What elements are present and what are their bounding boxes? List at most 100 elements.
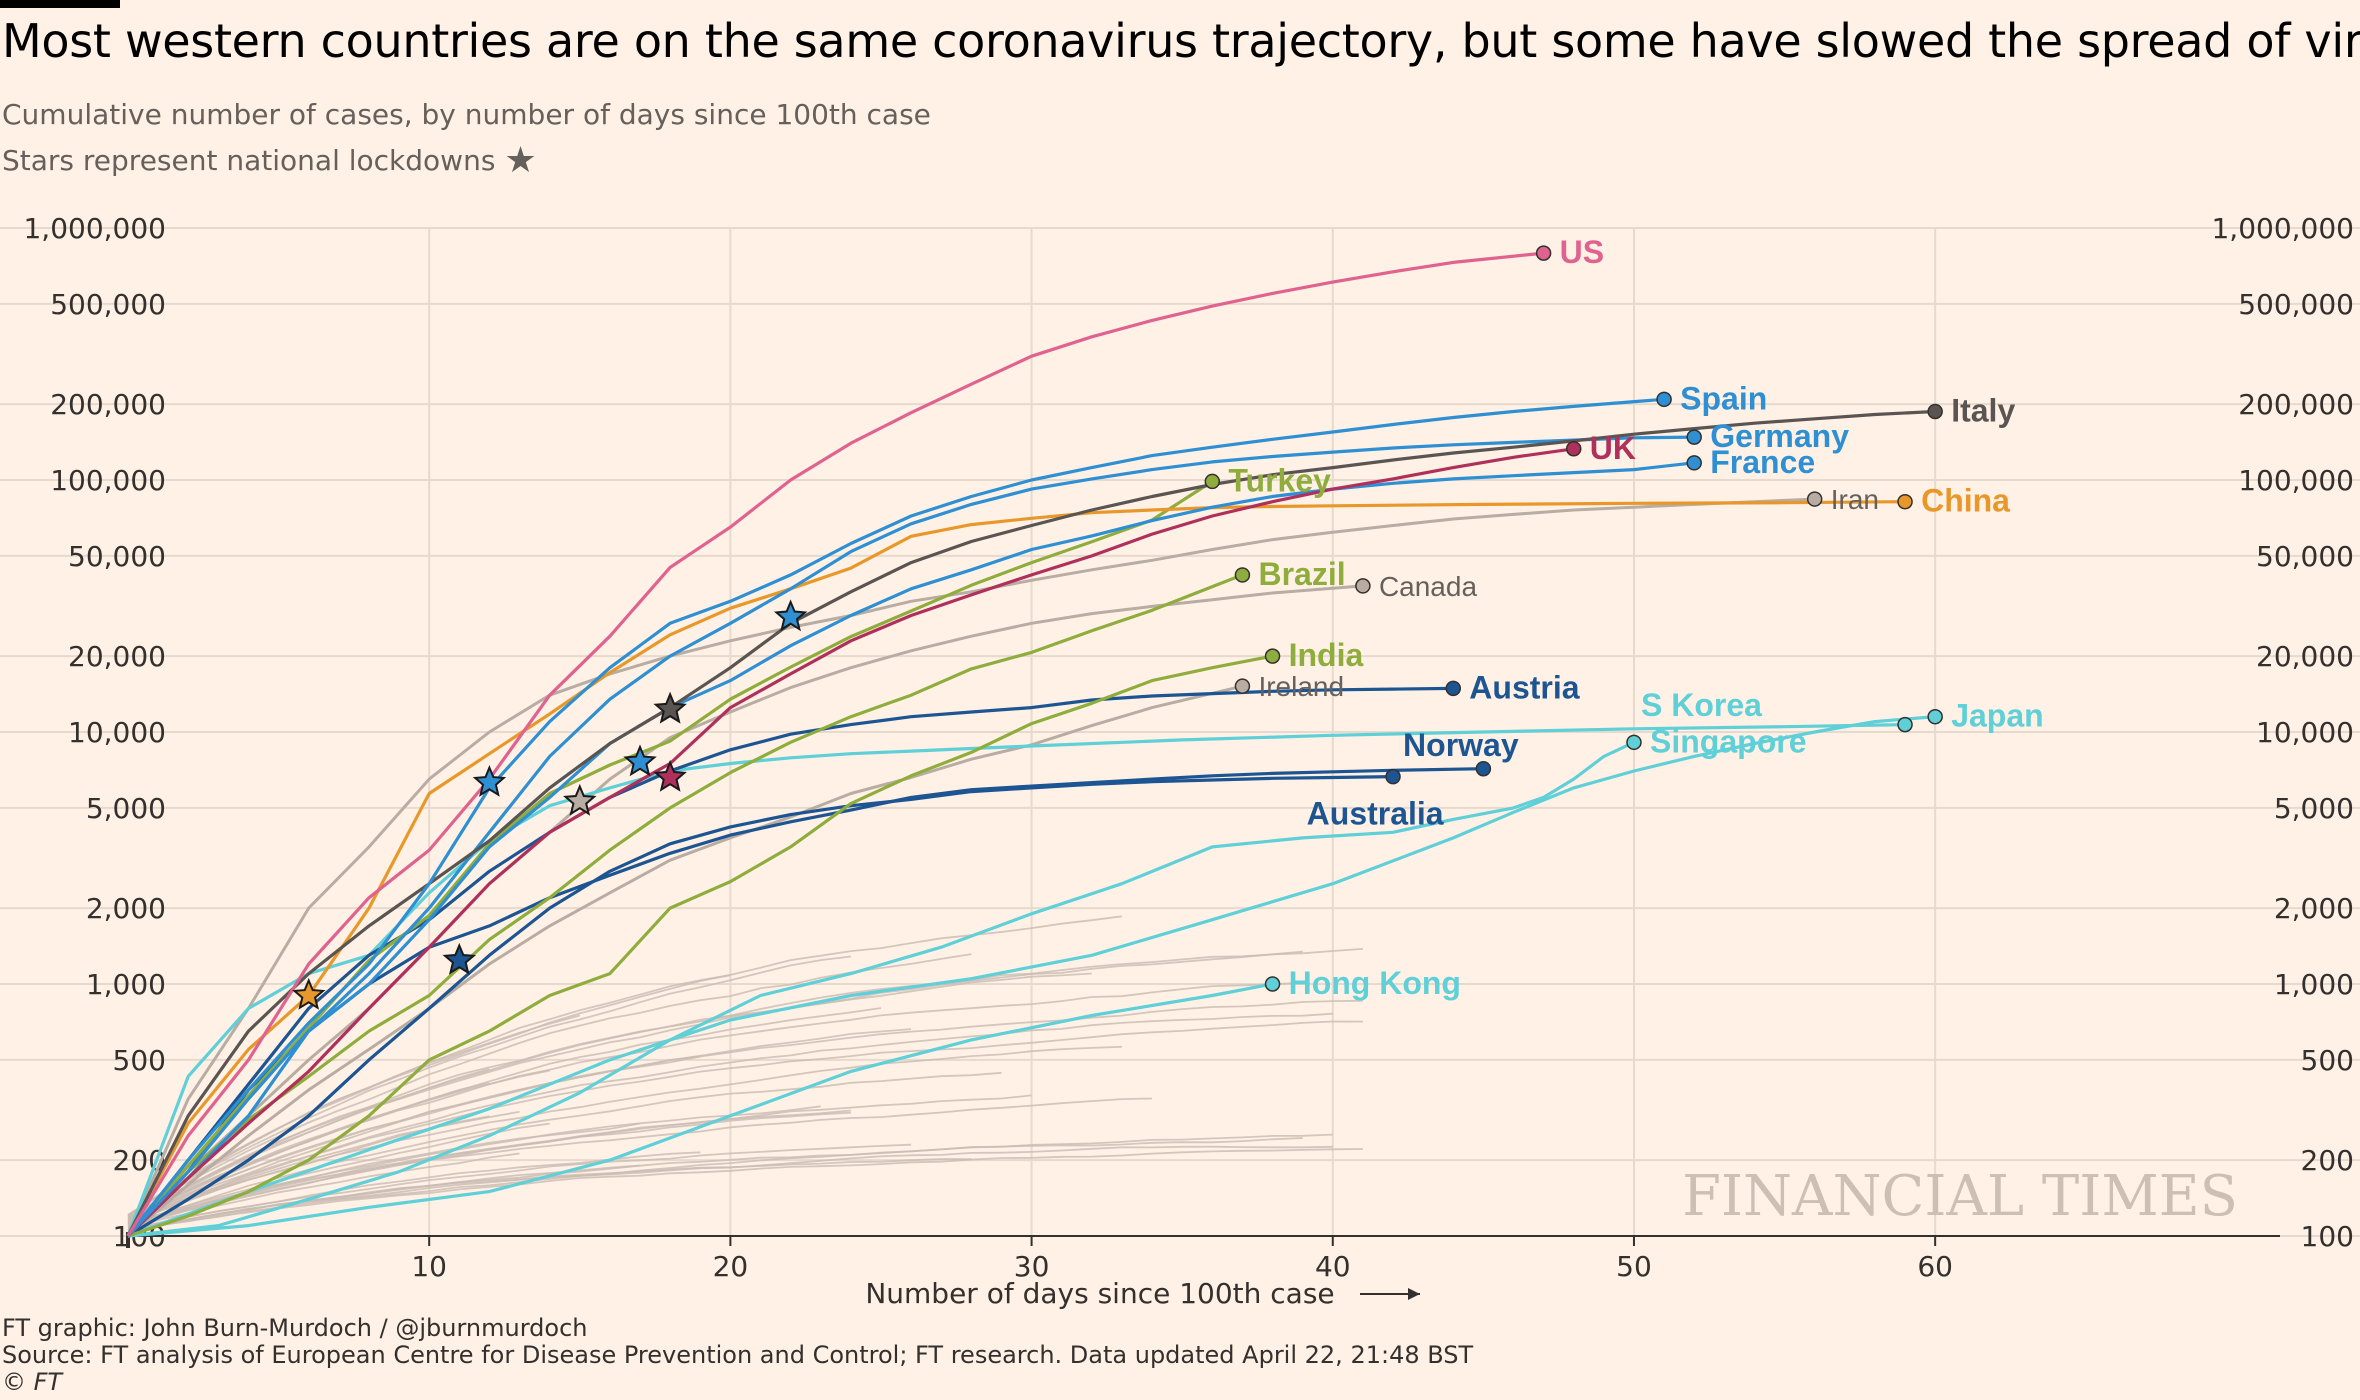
end-dot-ireland [1234,678,1251,694]
series-label-japan: Japan [1951,698,2043,734]
y-tick-label-right: 5,000 [2274,792,2354,825]
background-country-line [127,981,1303,1221]
background-country-line [127,950,1303,1220]
series-line-india [127,654,1273,1238]
watermark-financial-times: FINANCIAL TIMES [1682,1164,2238,1229]
series-label-us: US [1560,234,1604,270]
y-tick-label-right: 200 [2301,1144,2354,1177]
end-dot-turkey [1204,473,1221,490]
lockdown-star-spain [472,764,507,797]
background-country-line [127,1111,851,1229]
y-tick-label-right: 50,000 [2256,540,2354,573]
y-tick-label-left: 5,000 [86,792,166,825]
background-country-lines [127,915,1363,1232]
end-dot-uk [1565,441,1582,457]
y-tick-label-left: 200,000 [50,388,166,421]
background-country-line [127,1133,1333,1232]
chart-title: Most western countries are on the same c… [2,14,2360,68]
series-line-us [126,251,1544,1237]
y-tick-label-right: 200,000 [2238,388,2354,421]
background-country-line [127,999,1363,1223]
lockdown-star-france [773,599,808,632]
y-tick-label-left: 1,000 [86,968,166,1001]
lockdown-star-germany [623,744,657,777]
background-country-line [127,1122,550,1227]
series-line-japan [127,715,1936,1238]
x-axis: 10 20 30 40 50 60 [126,1232,2280,1283]
end-dot-france [1686,455,1702,471]
y-axis-right: 100 200 500 1,000 2,000 5,000 10,000 20,000 50,0… [2211,212,2354,1253]
star-icon: ★ [504,140,537,181]
x-tick-label: 20 [713,1250,749,1283]
end-dot-iran [1806,491,1823,507]
end-dot-us [1535,245,1552,261]
series-label-hong-kong: Hong Kong [1289,965,1461,1001]
series-label-china: China [1921,483,2010,519]
end-dot-germany [1686,429,1702,445]
lockdown-star-china [292,977,326,1010]
end-dot-australia [1385,768,1401,785]
y-axis-left: 1002005001,0002,0005,00010,00020,00050,0… [23,212,166,1253]
end-dot-norway [1475,760,1492,777]
series-label-spain: Spain [1680,380,1767,416]
series-label-france: France [1710,444,1815,480]
y-tick-label-left: 2,000 [86,892,166,925]
background-country-line [127,953,972,1219]
series-label-iran: Iran [1831,484,1879,515]
end-dot-hong-kong [1264,976,1281,992]
background-country-line [127,948,1363,1219]
y-tick-label-right: 100,000 [2238,464,2354,497]
x-tick-label: 40 [1315,1250,1351,1283]
series-label-norway: Norway [1403,727,1519,763]
series-label-india: India [1289,637,1364,673]
end-dot-spain [1656,391,1672,408]
x-axis-label: Number of days since 100th case [865,1277,1334,1310]
y-tick-label-left: 500 [113,1044,166,1077]
x-tick-label: 50 [1616,1250,1652,1283]
series-line-germany [126,435,1695,1238]
y-tick-label-left: 20,000 [68,640,166,673]
series-label-ireland: Ireland [1258,671,1344,702]
end-dot-brazil [1234,567,1251,583]
y-tick-label-left: 500,000 [50,288,166,321]
lockdown-note: Stars represent national lockdowns [2,144,496,177]
background-country-line [127,955,852,1217]
series-label-turkey: Turkey [1228,462,1331,498]
footer-credit: FT graphic: John Burn-Murdoch / @jburnmu… [2,1314,588,1342]
lockdown-star-italy [653,691,687,724]
background-country-line [127,1014,581,1216]
background-country-line [127,1071,1002,1226]
series-line-austria [126,686,1454,1237]
end-dot-canada [1355,578,1371,594]
series-lines [126,251,1936,1238]
series-label-uk: UK [1590,430,1636,466]
y-tick-label-right: 1,000,000 [2211,212,2354,245]
series-line-turkey [126,480,1214,1238]
y-tick-label-right: 500,000 [2238,288,2354,321]
series-line-china [126,500,1906,1237]
series-line-canada [126,584,1364,1238]
end-dot-austria [1445,680,1462,697]
series-line-australia [127,775,1394,1238]
series-label-australia: Australia [1307,796,1444,832]
end-dot-italy [1927,403,1943,420]
series-line-spain [126,397,1665,1237]
x-axis-arrow [1360,1288,1420,1300]
y-tick-label-right: 2,000 [2274,892,2354,925]
chart-subtitle-lockdowns: Stars represent national lockdowns ★ [2,138,537,181]
x-tick-label: 10 [411,1250,447,1283]
y-tick-label-right: 100 [2301,1220,2354,1253]
series-label-canada: Canada [1379,571,1478,602]
series-label-italy: Italy [1951,392,2015,428]
end-dot-singapore [1626,734,1642,751]
y-tick-label-right: 10,000 [2256,716,2354,749]
y-tick-label-left: 100,000 [50,464,166,497]
series-line-brazil [126,573,1243,1238]
series-label-brazil: Brazil [1258,556,1345,592]
background-country-line [127,1055,701,1223]
series-line-france [126,461,1695,1238]
x-tick-label: 30 [1014,1250,1050,1283]
series-line-iran [126,497,1815,1237]
series-line-hong-kong [127,982,1273,1238]
footer-source: Source: FT analysis of European Centre f… [2,1341,1474,1369]
